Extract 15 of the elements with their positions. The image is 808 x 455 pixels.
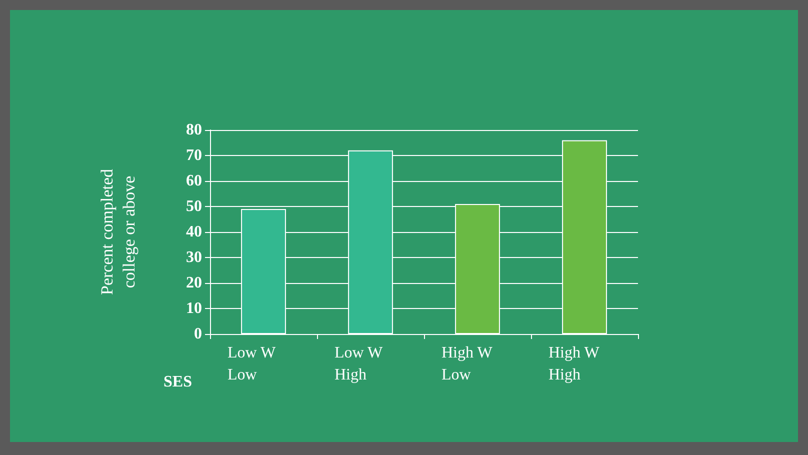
- x-tick-label: Low W High: [334, 344, 384, 384]
- y-axis-title: Percent completed college or above: [98, 168, 138, 296]
- y-tick-label: 50: [186, 198, 202, 215]
- y-tick-label: 30: [186, 249, 202, 266]
- x-axis-title: SES: [164, 374, 192, 390]
- x-tick-label: High W High: [548, 344, 600, 384]
- y-tick-label: 60: [186, 172, 202, 190]
- x-tick-label: High W Low: [442, 344, 494, 384]
- y-tick-label: 10: [186, 300, 202, 317]
- y-tick-label: 70: [186, 147, 202, 164]
- y-tick-label: 20: [186, 274, 202, 292]
- x-tick-label: Low W Low: [228, 344, 277, 384]
- y-tick-label: 0: [194, 326, 202, 342]
- y-tick-label: 80: [186, 122, 202, 138]
- y-tick-label: 40: [186, 224, 202, 240]
